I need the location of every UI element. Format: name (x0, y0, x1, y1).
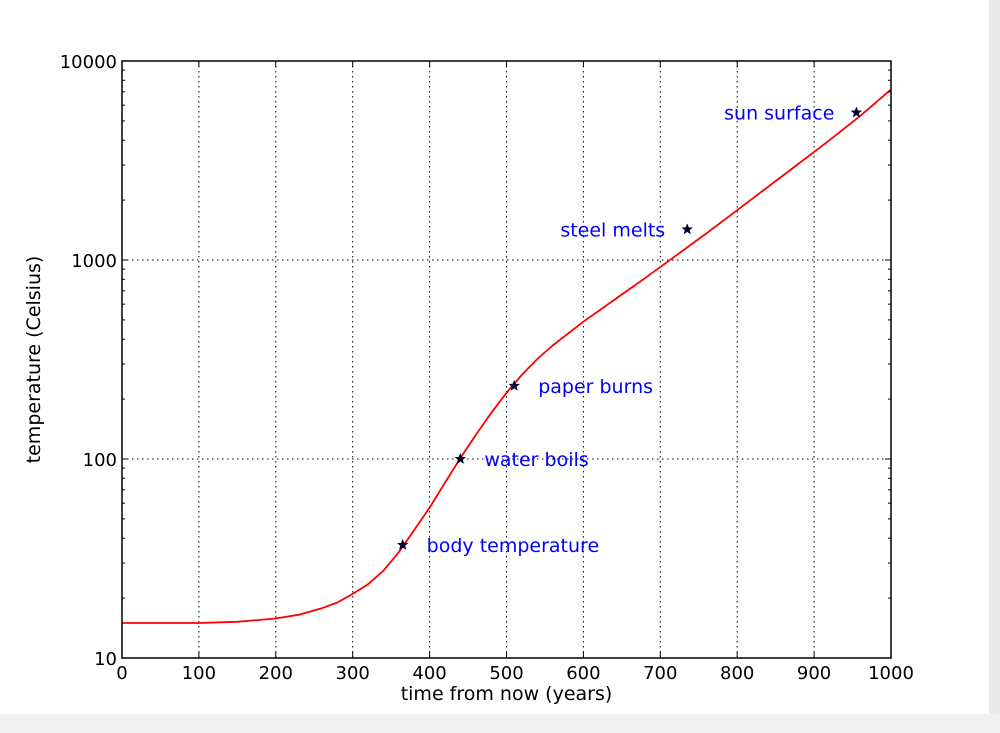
star-marker (508, 379, 521, 391)
x-tick-label: 800 (720, 663, 754, 684)
x-tick-label: 500 (489, 663, 523, 684)
y-axis-label: temperature (Celsius) (23, 256, 45, 464)
annotation-label: body temperature (427, 535, 599, 557)
x-tick-label: 300 (336, 663, 370, 684)
series-line (122, 88, 892, 624)
y-tick-label: 1000 (71, 251, 117, 272)
star-marker (681, 223, 694, 235)
annotation-label: paper burns (538, 376, 653, 398)
y-tick-label: 10000 (60, 52, 117, 73)
y-tick-label: 10 (94, 649, 117, 670)
y-tick-label: 100 (83, 450, 117, 471)
annotation-label: water boils (484, 449, 588, 471)
ticks: 0 100 200 300 400 500 600 700 800 900 1000 10 100 100… (60, 52, 914, 684)
star-marker (850, 106, 863, 118)
x-tick-label: 900 (797, 663, 831, 684)
annotation-label: steel melts (560, 219, 665, 241)
x-tick-label: 200 (259, 663, 293, 684)
annotation-label: sun surface (724, 103, 834, 125)
window-edge (989, 0, 1000, 733)
star-marker (454, 452, 467, 465)
x-tick-label: 700 (643, 663, 677, 684)
grid (122, 61, 891, 658)
x-axis-label: time from now (years) (401, 683, 613, 705)
x-tick-label: 600 (566, 663, 600, 684)
series-layer (122, 88, 892, 624)
x-tick-label: 0 (116, 663, 127, 684)
x-tick-label: 400 (412, 663, 446, 684)
x-tick-label: 100 (182, 663, 216, 684)
x-tick-label: 1000 (868, 663, 914, 684)
annotations: body temperature water boils paper burns st… (396, 103, 863, 557)
window-edge-bottom (0, 714, 1000, 733)
star-marker (396, 538, 409, 550)
